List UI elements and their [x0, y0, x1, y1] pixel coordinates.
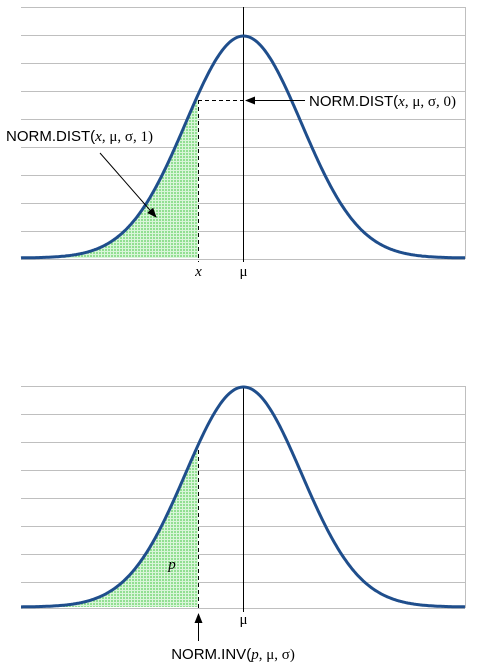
inverse-label: NORM.INV(p, μ, σ): [171, 646, 295, 663]
normal-curve: [21, 385, 466, 609]
mu-tick-label: μ: [239, 264, 247, 280]
top-panel: NORM.DIST(x, μ, σ, 0) NORM.DIST(x, μ, σ,…: [6, 7, 466, 280]
x-tick-label: x: [194, 264, 202, 280]
bottom-panel: p μ NORM.INV(p, μ, σ): [21, 385, 466, 663]
p-area-label: p: [167, 557, 176, 573]
probability-shaded-area: [21, 445, 198, 607]
cdf-label: NORM.DIST(x, μ, σ, 1): [6, 128, 153, 145]
pdf-label: NORM.DIST(x, μ, σ, 0): [309, 93, 456, 110]
normal-curve: [20, 34, 465, 260]
mu-tick-label: μ: [239, 612, 247, 628]
cdf-arrow: [99, 152, 157, 218]
